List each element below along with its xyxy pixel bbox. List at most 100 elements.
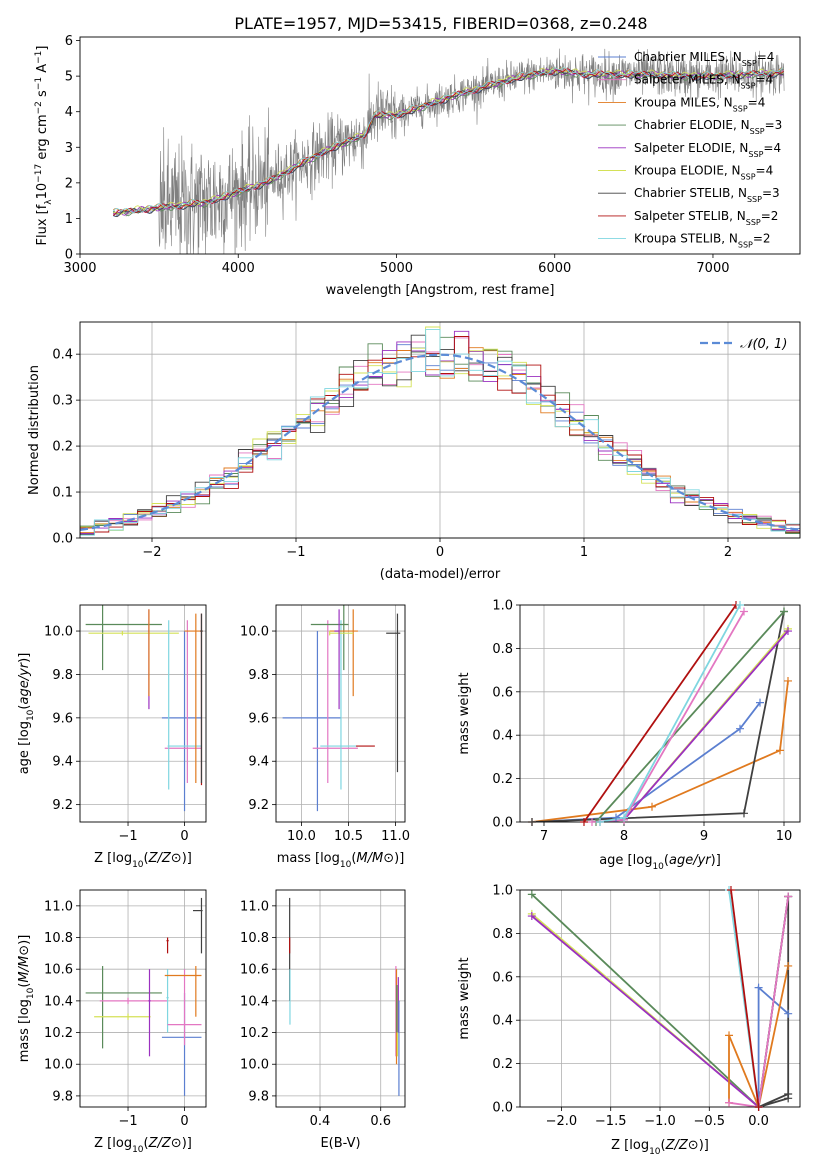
x-tick-label: 3000 xyxy=(63,261,96,276)
weight-marker xyxy=(736,724,744,733)
y-tick-label: 0 xyxy=(65,248,73,263)
weight-line xyxy=(595,610,785,822)
legend-entry: Salpeter MILES, NSSP=4 xyxy=(634,73,773,91)
x-tick-label: −2 xyxy=(142,545,161,560)
x-tick-label: 0 xyxy=(180,829,188,844)
y-tick-label: 0.4 xyxy=(492,729,513,744)
y-tick-label: 5 xyxy=(65,70,73,85)
y-tick-label: 10.2 xyxy=(44,1026,73,1041)
x-tick-label: 9 xyxy=(700,829,708,844)
weight-line xyxy=(591,611,745,822)
weight-marker xyxy=(754,1103,763,1111)
weight-line xyxy=(599,630,789,822)
mass-vs-Z-ylabel: mass [log10(M/M⊙)] xyxy=(17,935,36,1063)
weight-marker xyxy=(784,627,792,636)
y-tick-label: 10.8 xyxy=(44,931,73,946)
figure-title: PLATE=1957, MJD=53415, FIBERID=0368, z=0… xyxy=(234,14,647,33)
y-tick-label: 9.4 xyxy=(248,755,269,770)
weight-marker xyxy=(620,813,628,822)
weight-marker xyxy=(754,983,763,992)
y-tick-label: 9.2 xyxy=(248,798,269,813)
x-tick-label: −1 xyxy=(286,545,305,560)
y-tick-label: 0.0 xyxy=(52,532,73,547)
x-tick-label: −0.5 xyxy=(694,1114,726,1129)
x-tick-label: −2.0 xyxy=(546,1114,578,1129)
weight-marker xyxy=(780,607,788,616)
mass-vs-ebv-panel: 0.4 0.6 9.8 10.0 10.2 10.4 10.6 10.8 11.0 E(B-V) xyxy=(240,889,406,1151)
y-tick-label: 9.6 xyxy=(248,711,269,726)
x-tick-label: 0.0 xyxy=(748,1114,769,1129)
y-tick-label: 10.0 xyxy=(240,1058,269,1073)
axes-frame xyxy=(79,889,207,1108)
x-tick-label: 8 xyxy=(620,829,628,844)
x-tick-label: 7 xyxy=(540,829,548,844)
weight-line xyxy=(728,965,790,1107)
y-tick-label: 9.8 xyxy=(52,1089,73,1104)
x-tick-label: −1.0 xyxy=(644,1114,676,1129)
axes-frame xyxy=(275,604,406,823)
axes-frame xyxy=(79,36,801,255)
y-tick-label: 1.0 xyxy=(492,884,513,899)
y-tick-label: 0.4 xyxy=(492,1014,513,1029)
y-tick-label: 0.8 xyxy=(492,927,513,942)
legend-entry: Chabrier MILES, NSSP=4 xyxy=(634,50,774,68)
y-tick-label: 9.8 xyxy=(52,668,73,683)
weight-line xyxy=(730,890,760,1107)
weight-marker xyxy=(740,809,748,818)
weight-marker xyxy=(784,1089,793,1098)
y-tick-label: 0.3 xyxy=(52,394,73,409)
y-tick-label: 10.8 xyxy=(240,931,269,946)
mass-weight-vs-age-xlabel: age [log10(age/yr)] xyxy=(599,853,721,872)
weight-line xyxy=(599,628,789,822)
weight-marker xyxy=(740,607,748,616)
legend-entry: Kroupa MILES, NSSP=4 xyxy=(634,95,765,113)
x-tick-label: 2 xyxy=(724,545,732,560)
y-tick-label: 3 xyxy=(65,141,73,156)
weight-marker xyxy=(725,1031,734,1040)
plot-area xyxy=(112,48,785,254)
weight-marker xyxy=(784,676,792,685)
age-vs-mass-xlabel: mass [log10(M/M⊙)] xyxy=(277,851,405,870)
weight-marker xyxy=(776,746,784,755)
model-line xyxy=(113,69,784,218)
plot-area xyxy=(531,605,789,822)
y-tick-label: 9.8 xyxy=(248,1089,269,1104)
y-tick-label: 0.1 xyxy=(52,486,73,501)
histogram-step xyxy=(80,328,800,536)
y-tick-label: 0.2 xyxy=(492,1057,513,1072)
y-tick-label: 0.8 xyxy=(492,642,513,657)
legend-entry: Salpeter STELIB, NSSP=2 xyxy=(634,209,778,227)
y-tick-label: 10.4 xyxy=(44,994,73,1009)
y-tick-label: 10.2 xyxy=(240,1026,269,1041)
x-tick-label: −1 xyxy=(118,1114,137,1129)
x-tick-label: 10.0 xyxy=(287,829,316,844)
weight-marker xyxy=(784,892,793,901)
axes-frame xyxy=(275,889,406,1108)
y-tick-label: 0.4 xyxy=(52,348,73,363)
y-tick-label: 10.6 xyxy=(240,963,269,978)
axes-frame xyxy=(519,604,801,823)
model-line xyxy=(112,67,784,213)
y-tick-label: 0.2 xyxy=(52,440,73,455)
residual-panel: −2 −1 0 1 2 0.0 0.1 0.2 0.3 0.4 𝒩(0, 1) (data-model… xyxy=(27,321,801,582)
y-tick-label: 10.0 xyxy=(44,1058,73,1073)
residual-ylabel: Normed distribution xyxy=(27,365,42,495)
weight-line xyxy=(531,702,761,822)
plot-area xyxy=(85,605,203,812)
residual-xlabel: (data-model)/error xyxy=(380,567,501,582)
weight-line xyxy=(599,605,741,822)
legend-entry: Kroupa STELIB, NSSP=2 xyxy=(634,232,771,250)
model-line xyxy=(113,68,784,216)
legend-entry: Chabrier ELODIE, NSSP=3 xyxy=(634,118,782,136)
x-tick-label: −1 xyxy=(118,829,137,844)
x-tick-label: 0 xyxy=(436,545,444,560)
weight-marker xyxy=(725,1098,734,1107)
y-tick-label: 10.0 xyxy=(44,625,73,640)
weight-marker xyxy=(612,813,620,822)
legend-entry: Chabrier STELIB, NSSP=3 xyxy=(634,186,780,204)
weight-marker xyxy=(648,802,656,811)
legend-entry: Kroupa ELODIE, NSSP=4 xyxy=(634,164,773,182)
y-tick-label: 0.0 xyxy=(492,1101,513,1116)
age-vs-Z-xlabel: Z [log10(Z/Z⊙)] xyxy=(94,851,192,870)
